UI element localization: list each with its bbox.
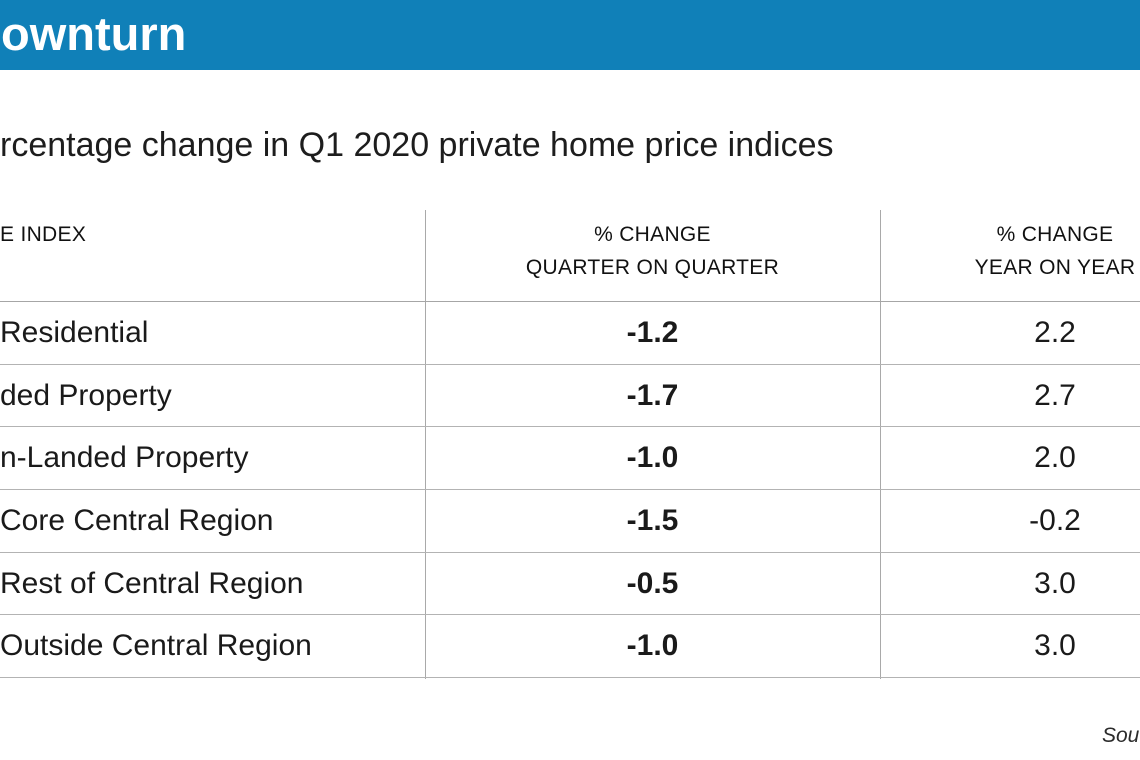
row-qoq-value: -1.2 — [626, 315, 679, 349]
table-row: Core Central Region -1.5 -0.2 — [0, 490, 1140, 553]
row-label: n-Landed Property — [0, 441, 249, 475]
row-yoy-value: 3.0 — [1034, 566, 1076, 600]
table-row: Outside Central Region -1.0 3.0 — [0, 615, 1140, 679]
row-label: Residential — [0, 315, 149, 349]
table-row: Residential -1.2 2.2 — [0, 302, 1140, 365]
headline: rcentage change in Q1 2020 private home … — [0, 126, 834, 164]
row-qoq-value: -1.5 — [626, 503, 679, 537]
header-yoy-line1: % CHANGE — [996, 223, 1114, 246]
table-header-row: E INDEX % CHANGE QUARTER ON QUARTER % CH… — [0, 210, 1140, 302]
table-row: ded Property -1.7 2.7 — [0, 365, 1140, 428]
column-divider-2 — [880, 210, 881, 679]
header-qoq-line2: QUARTER ON QUARTER — [525, 256, 780, 279]
header-qoq-line1: % CHANGE — [594, 223, 711, 246]
row-qoq-value: -1.7 — [626, 378, 679, 412]
header-price-index-label: E INDEX — [0, 223, 87, 246]
header-yoy-change: % CHANGE YEAR ON YEAR — [880, 218, 1140, 301]
price-index-table: E INDEX % CHANGE QUARTER ON QUARTER % CH… — [0, 210, 1140, 679]
row-yoy-value: -0.2 — [1029, 503, 1081, 537]
row-qoq-value: -0.5 — [626, 566, 679, 600]
header-price-index: E INDEX — [0, 218, 425, 301]
row-yoy-value: 2.7 — [1034, 378, 1076, 412]
row-label: ded Property — [0, 378, 172, 412]
table-row: n-Landed Property -1.0 2.0 — [0, 427, 1140, 491]
row-yoy-value: 2.2 — [1034, 315, 1076, 349]
row-label: Core Central Region — [0, 503, 274, 537]
row-qoq-value: -1.0 — [626, 441, 679, 475]
table-row: Rest of Central Region -0.5 3.0 — [0, 553, 1140, 616]
banner: ownturn — [0, 0, 1140, 70]
row-yoy-value: 3.0 — [1034, 629, 1076, 663]
row-yoy-value: 2.0 — [1034, 441, 1076, 475]
column-divider-1 — [425, 210, 426, 679]
header-qoq-change: % CHANGE QUARTER ON QUARTER — [425, 218, 880, 301]
row-qoq-value: -1.0 — [626, 629, 679, 663]
header-yoy-line2: YEAR ON YEAR — [974, 256, 1136, 279]
row-label: Rest of Central Region — [0, 566, 304, 600]
source-note: Sou — [1102, 724, 1140, 747]
row-label: Outside Central Region — [0, 629, 312, 663]
banner-title: ownturn — [1, 7, 187, 60]
